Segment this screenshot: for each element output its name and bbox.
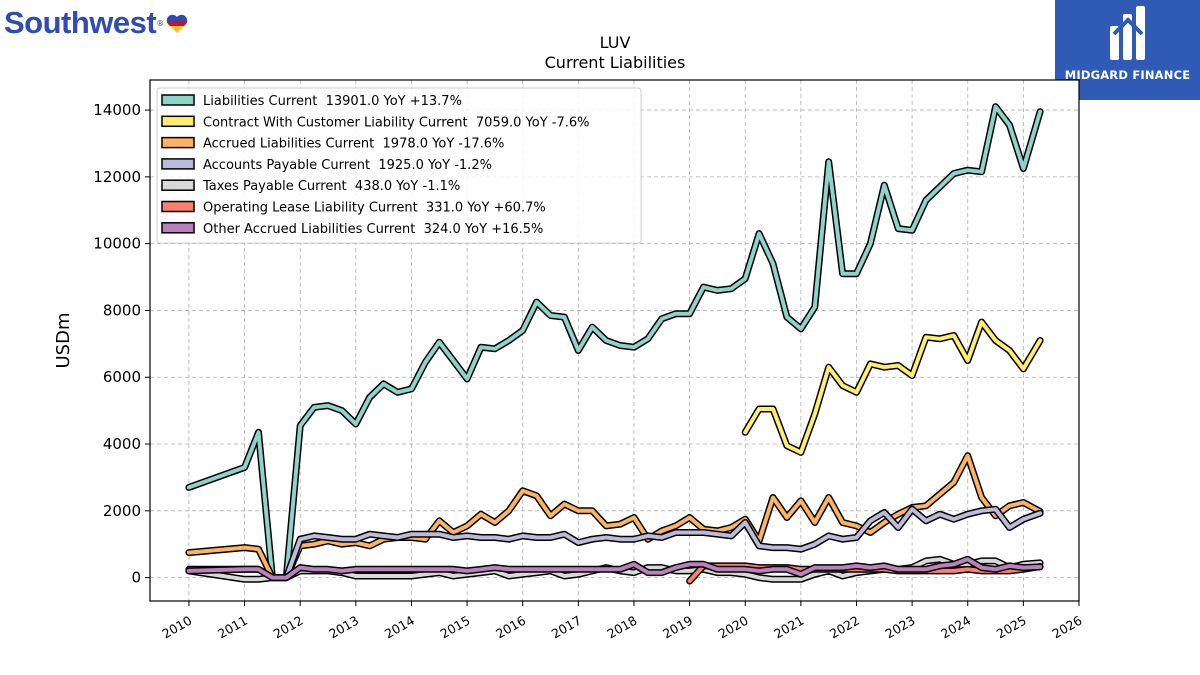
x-tick-label: 2023 bbox=[883, 613, 918, 642]
x-tick-label: 2011 bbox=[215, 613, 250, 642]
x-tick-label: 2015 bbox=[438, 613, 473, 642]
x-tick-label: 2019 bbox=[660, 613, 695, 642]
midgard-brand-name: MIDGARD FINANCE bbox=[1064, 68, 1191, 82]
southwest-wordmark: Southwest bbox=[4, 5, 157, 40]
y-tick-label: 8000 bbox=[103, 301, 141, 319]
x-tick-label: 2018 bbox=[604, 613, 639, 642]
legend-swatch bbox=[161, 115, 195, 128]
series-line-1 bbox=[743, 320, 1043, 455]
series-line-6 bbox=[186, 557, 1043, 580]
chart-title: LUV bbox=[599, 33, 631, 52]
y-tick-label: 14000 bbox=[93, 101, 141, 119]
y-tick-label: 6000 bbox=[103, 368, 141, 386]
legend-label: Contract With Customer Liability Current… bbox=[203, 115, 589, 130]
legend-swatch bbox=[161, 94, 195, 106]
y-tick-label: 12000 bbox=[93, 168, 141, 186]
y-tick-label: 10000 bbox=[93, 235, 141, 253]
x-tick-label: 2010 bbox=[159, 613, 194, 642]
legend-box bbox=[156, 87, 642, 244]
x-tick-label: 2012 bbox=[271, 613, 306, 642]
legend-label: Accrued Liabilities Current 1978.0 YoY -… bbox=[203, 137, 504, 152]
plot-frame bbox=[149, 79, 1080, 602]
legend-label: Operating Lease Liability Current 331.0 … bbox=[203, 201, 546, 216]
legend-label: Other Accrued Liabilities Current 324.0 … bbox=[203, 222, 543, 237]
legend-swatch bbox=[161, 222, 195, 234]
y-tick-label: 2000 bbox=[103, 502, 141, 520]
x-tick-label: 2025 bbox=[994, 613, 1029, 642]
y-tick-label: 0 bbox=[131, 569, 141, 587]
x-tick-label: 2021 bbox=[771, 613, 806, 642]
southwest-heart-icon bbox=[167, 14, 188, 33]
legend-swatch bbox=[161, 136, 195, 149]
x-tick-label: 2013 bbox=[326, 613, 361, 642]
legend-swatch bbox=[161, 200, 195, 213]
x-tick-label: 2020 bbox=[716, 613, 751, 642]
y-tick-label: 4000 bbox=[103, 435, 141, 453]
southwest-logo: Southwest ® bbox=[4, 4, 188, 42]
x-tick-label: 2014 bbox=[382, 613, 417, 642]
y-axis-label: USDm bbox=[53, 313, 74, 369]
series-line-2 bbox=[186, 453, 1043, 580]
trademark-symbol: ® bbox=[156, 18, 165, 28]
legend-label: Accounts Payable Current 1925.0 YoY -1.2… bbox=[203, 158, 492, 173]
legend-swatch bbox=[161, 179, 195, 191]
legend-swatch bbox=[161, 158, 195, 170]
x-tick-label: 2026 bbox=[1049, 613, 1084, 642]
legend-label: Taxes Payable Current 438.0 YoY -1.1% bbox=[202, 179, 460, 194]
x-tick-label: 2022 bbox=[827, 613, 862, 642]
x-tick-label: 2016 bbox=[493, 613, 528, 642]
legend-label: Liabilities Current 13901.0 YoY +13.7% bbox=[203, 94, 462, 109]
series-line-3 bbox=[186, 507, 1043, 580]
x-tick-label: 2024 bbox=[938, 613, 973, 642]
series-line-0 bbox=[186, 104, 1043, 580]
midgard-emblem-icon bbox=[1109, 6, 1145, 60]
chart-subtitle: Current Liabilities bbox=[544, 53, 686, 72]
x-tick-label: 2017 bbox=[549, 613, 584, 642]
